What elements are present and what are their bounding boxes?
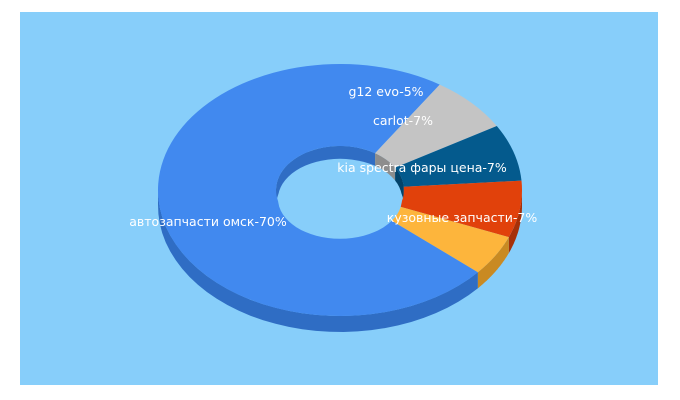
slice-0[interactable] <box>158 64 478 316</box>
slice-4[interactable] <box>388 206 509 273</box>
slice-label-4: g12 evo-5% <box>348 84 423 99</box>
slice-2[interactable] <box>395 126 522 187</box>
slice-side-3 <box>508 188 522 254</box>
donut-chart: автозапчасти омск-70% кузовные запчасти-7… <box>20 12 658 385</box>
slice-3[interactable] <box>399 180 522 238</box>
donut-hole <box>278 158 402 239</box>
slice-label-1: кузовные запчасти-7% <box>387 210 538 225</box>
slice-label-3: carlot-7% <box>373 113 433 128</box>
slice-inner-wall-2 <box>395 167 404 203</box>
donut-slices <box>158 64 522 316</box>
slice-1[interactable] <box>375 84 497 168</box>
slice-side-0 <box>158 188 478 332</box>
slice-side-4 <box>477 237 509 289</box>
slice-label-2: kia spectra фары цена-7% <box>337 160 507 175</box>
slice-labels: автозапчасти омск-70% кузовные запчасти-7… <box>129 84 537 229</box>
chart-panel: автозапчасти омск-70% кузовные запчасти-7… <box>20 12 658 385</box>
slice-label-0: автозапчасти омск-70% <box>129 214 287 229</box>
